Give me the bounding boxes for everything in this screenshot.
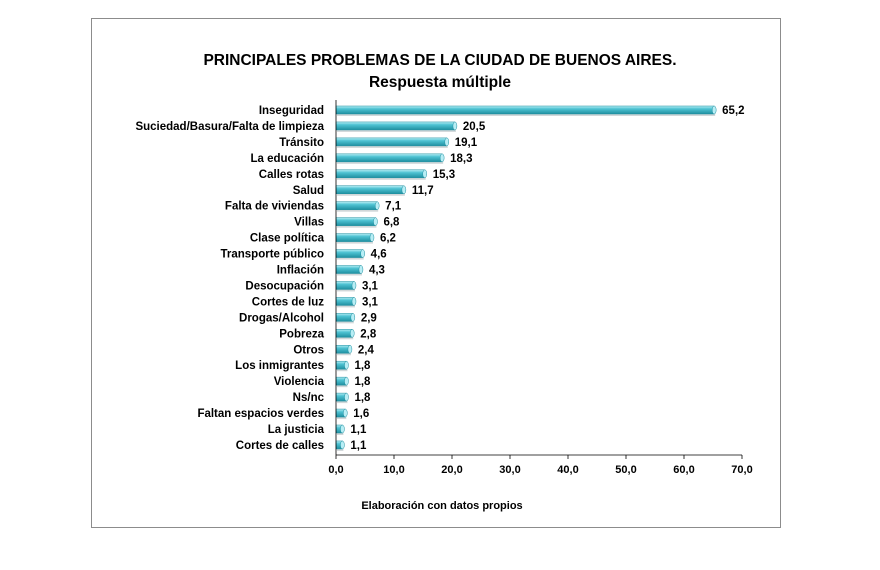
category-label: Cortes de luz <box>252 296 324 308</box>
bar-cap <box>351 297 357 306</box>
bar <box>335 313 354 322</box>
source-note: Elaboración con datos propios <box>361 500 522 512</box>
value-label: 1,8 <box>354 392 371 404</box>
bar-cap <box>351 281 357 290</box>
value-label: 6,2 <box>380 233 396 245</box>
bar-cap <box>711 105 717 115</box>
category-label: Cortes de calles <box>236 440 324 452</box>
bar-cap <box>349 329 355 338</box>
category-label: Calles rotas <box>259 169 324 181</box>
category-label: Transporte público <box>220 249 324 261</box>
bar <box>335 233 373 242</box>
value-label: 1,6 <box>353 408 369 420</box>
x-tick-label: 70,0 <box>731 464 752 476</box>
value-label: 1,1 <box>350 424 367 436</box>
category-label: Inflación <box>277 265 324 277</box>
value-label: 11,7 <box>412 185 434 197</box>
category-label: Tránsito <box>279 137 324 149</box>
bar-cap <box>444 137 450 147</box>
value-label: 1,8 <box>354 376 371 388</box>
bar <box>335 121 456 131</box>
value-label: 4,3 <box>369 265 385 277</box>
bar-cap <box>369 233 375 242</box>
category-label: Desocupación <box>245 280 324 292</box>
category-label: Clase política <box>250 233 325 245</box>
value-label: 18,3 <box>450 153 472 165</box>
value-label: 1,1 <box>350 440 367 452</box>
chart-subtitle: Respuesta múltiple <box>369 74 511 91</box>
bar <box>335 217 376 226</box>
x-tick-label: 40,0 <box>557 464 578 476</box>
bar-cap <box>347 345 353 354</box>
category-label: Otros <box>293 344 324 356</box>
category-label: La justicia <box>268 424 325 436</box>
bar <box>335 153 443 163</box>
bar <box>335 329 353 338</box>
value-label: 20,5 <box>463 121 486 133</box>
category-label: Pobreza <box>279 328 324 340</box>
value-label: 4,6 <box>371 249 387 261</box>
bar-cap <box>343 408 348 418</box>
x-tick-label: 30,0 <box>499 464 520 476</box>
value-label: 6,8 <box>383 217 400 229</box>
category-label: Ns/nc <box>293 392 325 404</box>
chart-frame: PRINCIPALES PROBLEMAS DE LA CIUDAD DE BU… <box>91 18 781 528</box>
value-label: 1,8 <box>354 360 371 372</box>
bar-cap <box>374 201 380 210</box>
value-label: 7,1 <box>385 201 402 213</box>
bar-cap <box>452 121 458 131</box>
bar-cap <box>439 153 445 163</box>
category-label: Inseguridad <box>259 105 324 117</box>
category-label: Villas <box>294 217 324 229</box>
bar-cap <box>373 217 378 226</box>
bar-cap <box>358 265 364 274</box>
bar-cap <box>350 313 356 322</box>
x-tick-label: 60,0 <box>673 464 694 476</box>
bar <box>335 185 405 194</box>
bar <box>335 281 355 290</box>
bar-cap <box>340 424 345 434</box>
bar-cap <box>344 376 349 386</box>
bar <box>335 265 362 274</box>
value-label: 3,1 <box>362 296 379 308</box>
category-label: Drogas/Alcohol <box>239 312 324 324</box>
value-label: 2,8 <box>360 328 377 340</box>
bar <box>335 201 378 210</box>
value-label: 2,4 <box>358 344 375 356</box>
bar-cap <box>344 360 349 370</box>
bar-cap <box>401 185 407 194</box>
bar <box>335 249 363 258</box>
bars-layer: Inseguridad 65,2 Suciedad/Basura/Falta de … <box>135 105 744 452</box>
x-axis: 0,0 10,0 20,0 30,0 40,0 50,0 60,0 70,0 <box>328 100 753 476</box>
category-label: Salud <box>293 185 324 197</box>
value-label: 3,1 <box>362 280 379 292</box>
category-label: La educación <box>251 153 325 165</box>
bar-cap <box>360 249 365 258</box>
category-label: Los inmigrantes <box>235 360 324 372</box>
category-label: Faltan espacios verdes <box>197 408 324 420</box>
value-label: 2,9 <box>361 312 377 324</box>
category-label: Falta de viviendas <box>225 201 324 213</box>
category-label: Suciedad/Basura/Falta de limpieza <box>135 121 324 133</box>
x-tick-label: 50,0 <box>615 464 636 476</box>
bar-cap <box>422 169 427 179</box>
chart-title: PRINCIPALES PROBLEMAS DE LA CIUDAD DE BU… <box>203 52 676 69</box>
bar <box>335 297 355 306</box>
bar <box>335 137 448 147</box>
x-tick-label: 0,0 <box>328 464 343 476</box>
bar-chart: PRINCIPALES PROBLEMAS DE LA CIUDAD DE BU… <box>135 52 753 512</box>
bar-cap <box>344 392 349 402</box>
value-label: 19,1 <box>455 137 478 149</box>
x-tick-label: 10,0 <box>383 464 404 476</box>
bar-cap <box>340 440 345 450</box>
bar <box>335 169 425 179</box>
x-tick-label: 20,0 <box>441 464 462 476</box>
category-label: Violencia <box>274 376 325 388</box>
value-label: 65,2 <box>722 105 744 117</box>
bar <box>335 105 715 115</box>
value-label: 15,3 <box>433 169 455 181</box>
